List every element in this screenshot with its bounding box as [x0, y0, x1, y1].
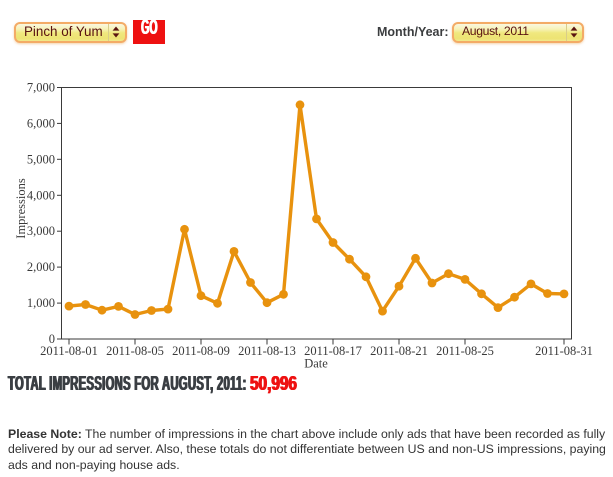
svg-text:2011-08-31: 2011-08-31	[535, 344, 593, 358]
svg-text:2011-08-01: 2011-08-01	[40, 344, 98, 358]
svg-text:1,000: 1,000	[27, 296, 55, 310]
svg-text:0: 0	[49, 332, 55, 346]
svg-text:2,000: 2,000	[27, 260, 55, 274]
svg-text:Date: Date	[304, 357, 328, 371]
svg-text:5,000: 5,000	[27, 152, 55, 166]
svg-text:2011-08-17: 2011-08-17	[304, 344, 362, 358]
svg-text:2011-08-05: 2011-08-05	[106, 344, 164, 358]
svg-text:3,000: 3,000	[27, 224, 55, 238]
svg-text:6,000: 6,000	[27, 116, 55, 130]
svg-text:2011-08-21: 2011-08-21	[370, 344, 428, 358]
svg-text:7,000: 7,000	[27, 81, 55, 95]
svg-text:Impressions: Impressions	[14, 178, 28, 239]
svg-text:4,000: 4,000	[27, 188, 55, 202]
svg-text:2011-08-25: 2011-08-25	[436, 344, 494, 358]
svg-text:2011-08-13: 2011-08-13	[238, 344, 296, 358]
svg-text:2011-08-09: 2011-08-09	[172, 344, 230, 358]
